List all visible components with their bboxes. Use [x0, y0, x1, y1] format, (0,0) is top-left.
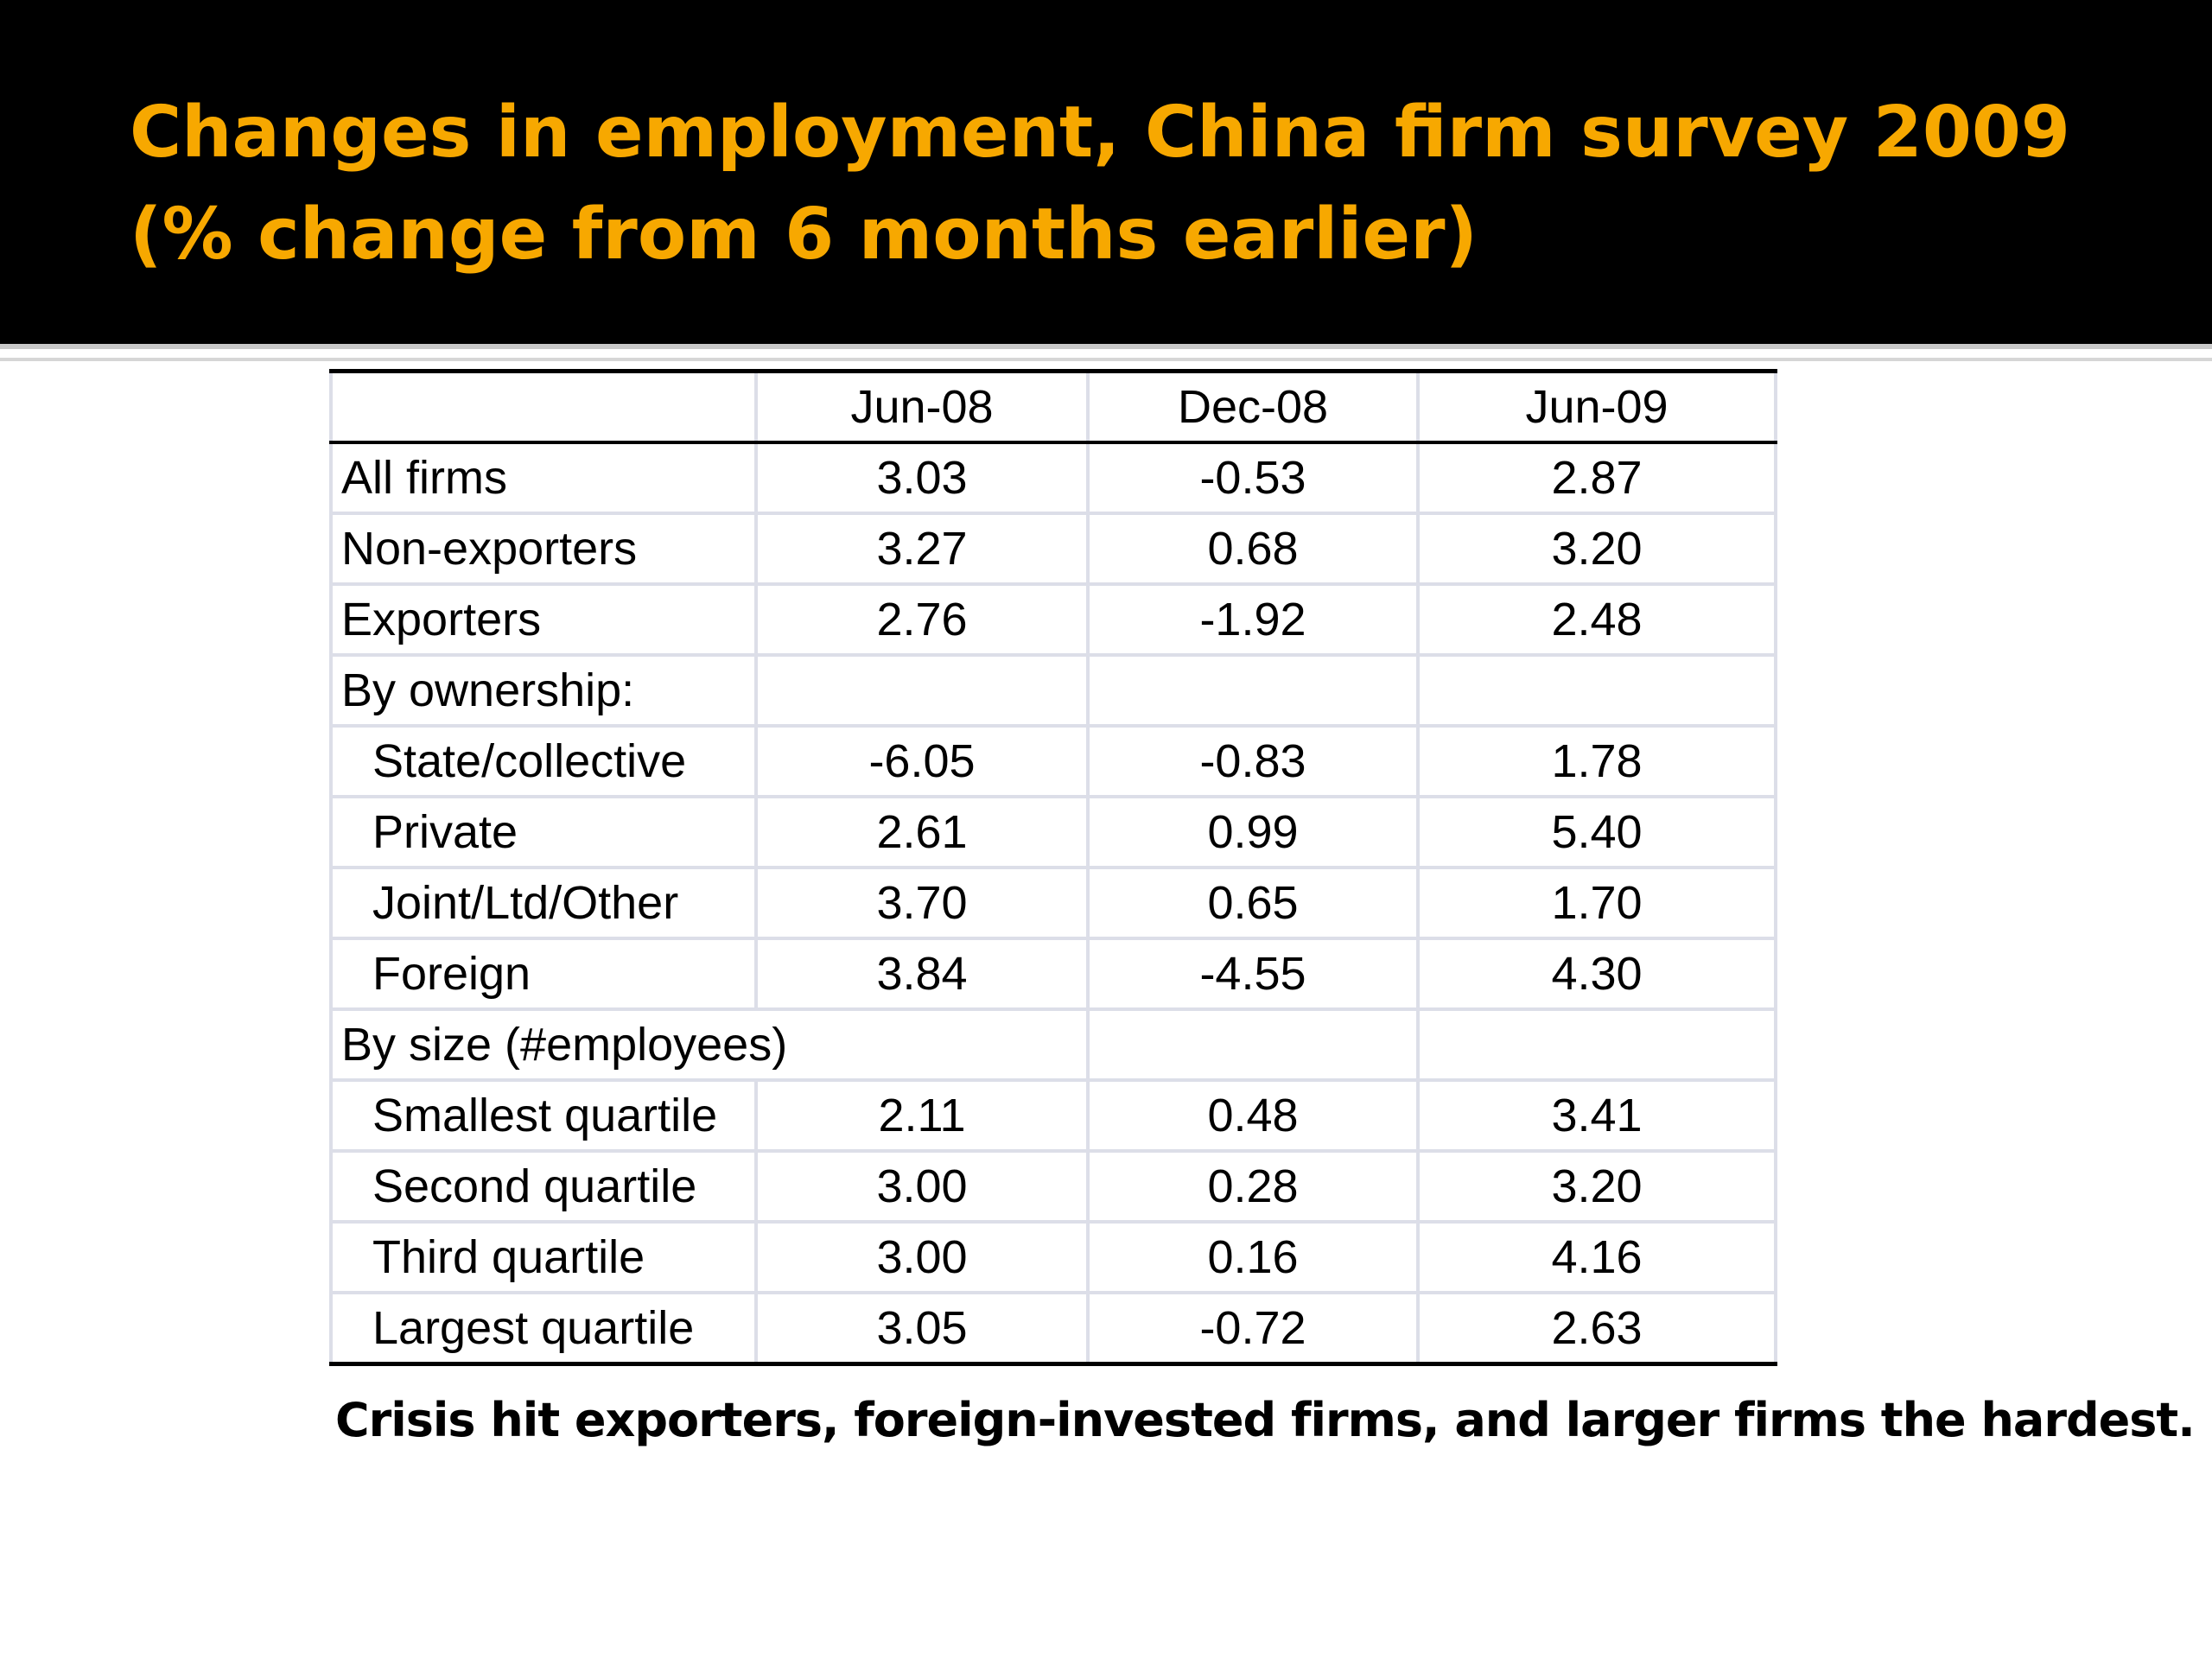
table-cell: 3.20: [1416, 1151, 1777, 1224]
table-cell: 2.63: [1416, 1293, 1777, 1366]
table-cell: [1416, 1009, 1777, 1082]
table-row: Non-exporters 3.27 0.68 3.20: [329, 513, 1777, 586]
table-row: By size (#employees): [329, 1009, 1777, 1082]
table-cell: 2.76: [754, 584, 1090, 657]
column-header: Dec-08: [1086, 369, 1420, 444]
table-cell: [1086, 1009, 1420, 1082]
table-row: Smallest quartile 2.11 0.48 3.41: [329, 1080, 1777, 1153]
table-cell: [1086, 655, 1420, 728]
slide-title-line-2: (% change from 6 months earlier): [130, 194, 1478, 276]
table-cell: 3.41: [1416, 1080, 1777, 1153]
table-cell: 1.78: [1416, 726, 1777, 798]
row-label: By size (#employees): [329, 1009, 1090, 1082]
table-cell: -1.92: [1086, 584, 1420, 657]
table-cell: 0.68: [1086, 513, 1420, 586]
table-cell: 2.11: [754, 1080, 1090, 1153]
table-cell: [1416, 655, 1777, 728]
table-cell: 1.70: [1416, 868, 1777, 940]
table-cell: 4.30: [1416, 938, 1777, 1011]
row-label: By ownership:: [329, 655, 758, 728]
table-row: Joint/Ltd/Other 3.70 0.65 1.70: [329, 868, 1777, 940]
table-cell: -0.83: [1086, 726, 1420, 798]
table-cell: 3.03: [754, 442, 1090, 515]
row-label: Smallest quartile: [329, 1080, 758, 1153]
row-label: Third quartile: [329, 1222, 758, 1294]
slide-title-line-1: Changes in employment, China firm survey…: [130, 92, 2070, 174]
slide-title: Changes in employment, China firm survey…: [130, 82, 2070, 286]
slide-caption: Crisis hit exporters, foreign-invested f…: [335, 1393, 2196, 1447]
header-divider: [0, 344, 2212, 349]
row-label: Private: [329, 797, 758, 869]
table-row: State/collective -6.05 -0.83 1.78: [329, 726, 1777, 798]
table-cell: [754, 655, 1090, 728]
table-cell: 3.20: [1416, 513, 1777, 586]
table-cell: 5.40: [1416, 797, 1777, 869]
table-row: Third quartile 3.00 0.16 4.16: [329, 1222, 1777, 1294]
table-cell: -4.55: [1086, 938, 1420, 1011]
table-cell: 2.61: [754, 797, 1090, 869]
title-bar: Changes in employment, China firm survey…: [0, 0, 2212, 344]
row-label: All firms: [329, 442, 758, 515]
table-cell: 3.00: [754, 1151, 1090, 1224]
table-row: Second quartile 3.00 0.28 3.20: [329, 1151, 1777, 1224]
table-cell: 3.84: [754, 938, 1090, 1011]
table-cell: 3.00: [754, 1222, 1090, 1294]
column-header: [329, 369, 758, 444]
column-header: Jun-09: [1416, 369, 1777, 444]
table-cell: 4.16: [1416, 1222, 1777, 1294]
table-cell: 3.70: [754, 868, 1090, 940]
row-label: Non-exporters: [329, 513, 758, 586]
row-label: Joint/Ltd/Other: [329, 868, 758, 940]
table-cell: 3.27: [754, 513, 1090, 586]
table-row: Private 2.61 0.99 5.40: [329, 797, 1777, 869]
row-label: Exporters: [329, 584, 758, 657]
table-row: By ownership:: [329, 655, 1777, 728]
row-label: Foreign: [329, 938, 758, 1011]
table-cell: 0.28: [1086, 1151, 1420, 1224]
row-label: Second quartile: [329, 1151, 758, 1224]
table-cell: 0.16: [1086, 1222, 1420, 1294]
table-header-row: Jun-08 Dec-08 Jun-09: [329, 369, 1777, 444]
table-cell: 0.48: [1086, 1080, 1420, 1153]
table-cell: 2.87: [1416, 442, 1777, 515]
table-row: All firms 3.03 -0.53 2.87: [329, 442, 1777, 515]
row-label: Largest quartile: [329, 1293, 758, 1366]
table-cell: -0.72: [1086, 1293, 1420, 1366]
table-cell: -0.53: [1086, 442, 1420, 515]
table-cell: 2.48: [1416, 584, 1777, 657]
employment-change-table: Jun-08 Dec-08 Jun-09 All firms 3.03 -0.53 2…: [329, 369, 1777, 1366]
table-cell: -6.05: [754, 726, 1090, 798]
row-label: State/collective: [329, 726, 758, 798]
table-cell: 0.65: [1086, 868, 1420, 940]
column-header: Jun-08: [754, 369, 1090, 444]
table-row: Largest quartile 3.05 -0.72 2.63: [329, 1293, 1777, 1366]
header-divider-secondary: [0, 358, 2212, 361]
table-row: Exporters 2.76 -1.92 2.48: [329, 584, 1777, 657]
table-row: Foreign 3.84 -4.55 4.30: [329, 938, 1777, 1011]
table-cell: 0.99: [1086, 797, 1420, 869]
table-cell: 3.05: [754, 1293, 1090, 1366]
